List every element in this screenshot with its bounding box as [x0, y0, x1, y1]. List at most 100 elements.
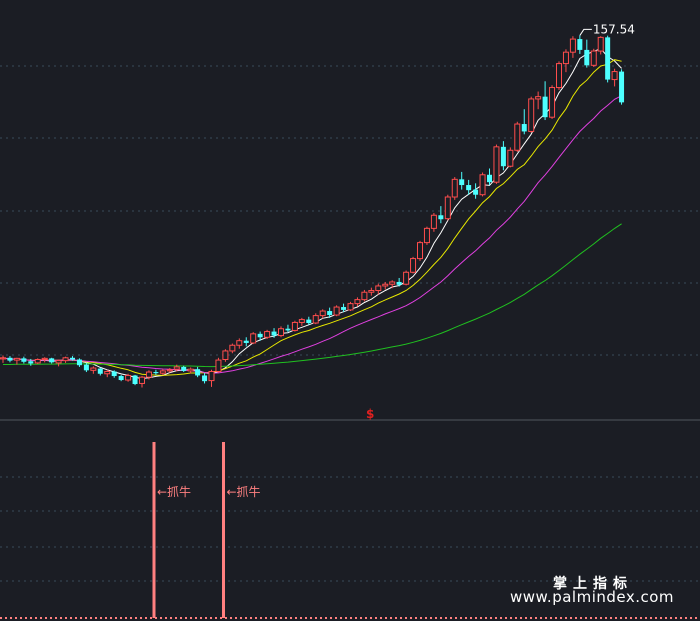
candle-body — [264, 331, 271, 338]
candle-body — [396, 281, 402, 285]
candle-body — [389, 281, 396, 285]
candle-body — [542, 96, 548, 118]
candle-body — [451, 178, 458, 198]
candle-body — [278, 328, 284, 337]
candle-body — [479, 174, 486, 196]
candle-body — [62, 357, 69, 362]
ma5-line — [2, 47, 622, 380]
candle-body — [159, 370, 166, 374]
candle-body — [549, 87, 556, 118]
candle-body — [187, 368, 194, 372]
candle-body — [535, 96, 542, 100]
candle-body — [111, 371, 117, 377]
candle-body — [619, 71, 625, 103]
candle-body — [55, 360, 62, 364]
candle-body — [257, 333, 263, 338]
candle-body — [319, 310, 326, 317]
candle-body — [166, 369, 173, 372]
signal-label: ←抓牛 — [227, 484, 261, 499]
candle-body — [577, 39, 583, 50]
candle-body — [139, 376, 145, 384]
candle-body — [271, 331, 277, 336]
candle-body — [285, 328, 291, 331]
candle-body — [410, 258, 417, 273]
candle-body — [521, 124, 527, 132]
candle-body — [507, 149, 514, 167]
candle-body — [229, 344, 236, 352]
candle-body — [438, 215, 444, 220]
candle-body — [514, 123, 521, 151]
ma60-line — [3, 223, 622, 368]
candle-body — [222, 350, 229, 361]
signal-bar — [152, 442, 156, 618]
candle-body — [487, 174, 492, 183]
candle-body — [368, 290, 375, 293]
signal-bar — [222, 442, 225, 618]
candle-body — [243, 340, 249, 343]
candle-body — [291, 321, 298, 331]
candle-body — [444, 196, 451, 220]
candle-body — [195, 369, 201, 376]
candle-body — [590, 50, 597, 66]
candle-body — [173, 366, 180, 370]
signal-marker: $ — [366, 407, 374, 421]
candle-body — [556, 63, 562, 89]
candle-body — [493, 146, 500, 183]
candle-body — [605, 37, 611, 80]
candle-body — [153, 372, 159, 374]
candle-body — [215, 359, 222, 372]
candle-body — [327, 311, 333, 316]
candle-body — [528, 98, 535, 132]
candle-body — [76, 359, 82, 366]
candle-body — [125, 374, 132, 381]
candle-body — [202, 375, 208, 382]
candle-body — [90, 367, 97, 371]
candle-body — [208, 370, 215, 382]
candle-body — [341, 307, 347, 310]
candle-body — [28, 361, 34, 364]
candle-body — [97, 368, 103, 374]
candle-body — [250, 333, 257, 344]
candle-body — [403, 271, 410, 285]
candle-body — [21, 358, 27, 362]
candle-body — [375, 285, 382, 292]
candle-body — [312, 315, 319, 324]
candle-body — [459, 179, 465, 186]
candle-body — [41, 357, 48, 361]
candle-body — [0, 357, 6, 360]
candle-body — [13, 357, 20, 361]
candle-body — [430, 214, 437, 229]
candle-body — [70, 357, 75, 360]
candle-body — [569, 38, 576, 53]
watermark-title: 掌上指标 — [553, 576, 633, 592]
max-price-pointer — [579, 28, 592, 36]
candle-body — [584, 49, 590, 66]
candle-body — [423, 227, 430, 244]
max-price-label: 157.54 — [593, 22, 635, 36]
candle-body — [611, 71, 618, 81]
ma20-line — [2, 95, 622, 374]
candle-body — [7, 357, 13, 361]
candle-body — [118, 376, 124, 381]
candle-body — [181, 366, 187, 371]
candle-body — [347, 303, 354, 311]
candle-body — [333, 306, 340, 316]
signal-label: ←抓牛 — [157, 484, 191, 499]
candle-body — [597, 36, 604, 52]
candle-body — [354, 299, 361, 305]
candle-body — [417, 242, 423, 260]
candle-body — [49, 358, 55, 363]
candle-body — [34, 359, 41, 364]
candle-body — [104, 370, 111, 375]
candle-body — [83, 364, 89, 371]
candle-body — [361, 291, 368, 301]
candle-body — [382, 283, 389, 287]
candle-body — [132, 375, 138, 385]
candle-body — [306, 319, 312, 324]
candle-body — [298, 319, 305, 323]
watermark-url: www.palmindex.com — [510, 588, 675, 606]
candle-body — [236, 340, 243, 346]
candle-body — [466, 185, 472, 191]
candle-body — [500, 146, 506, 167]
